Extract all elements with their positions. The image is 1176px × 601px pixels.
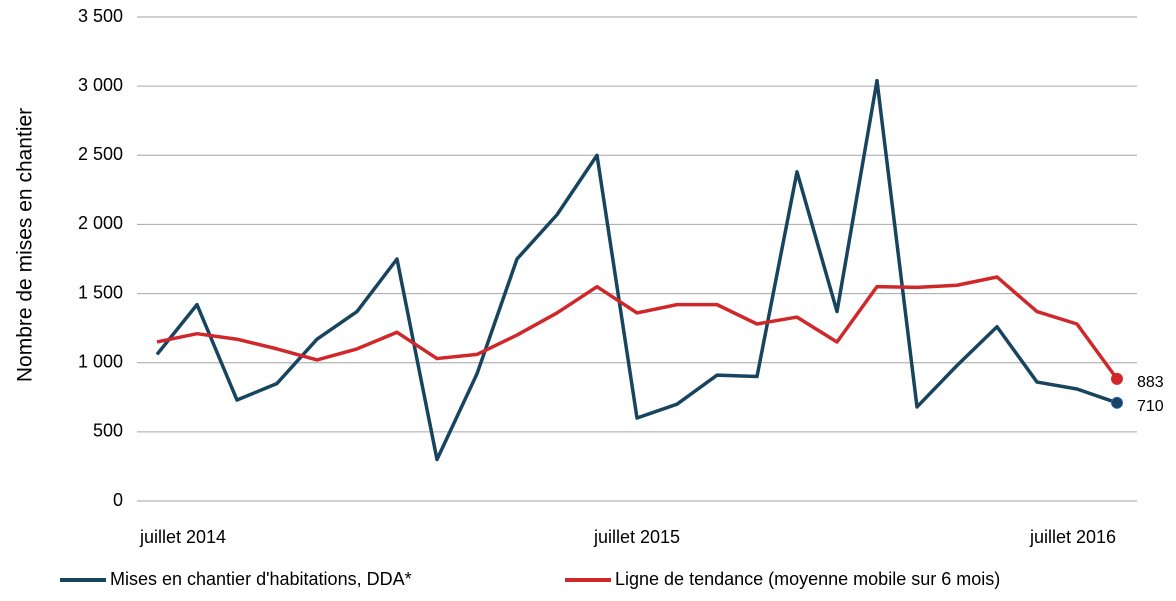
x-tick-label: juillet 2015 [593, 527, 680, 547]
series-line [155, 78, 1118, 462]
end-marker [1111, 372, 1123, 385]
end-marker [1111, 396, 1123, 409]
y-tick-label: 3 500 [78, 6, 123, 26]
data-label: 883 [1137, 374, 1164, 391]
y-tick-label: 500 [93, 421, 123, 441]
legend-label: Ligne de tendance (moyenne mobile sur 6 … [615, 569, 1000, 589]
legend-label: Mises en chantier d'habitations, DDA* [110, 569, 412, 589]
data-label: 710 [1137, 398, 1164, 415]
y-tick-label: 1 000 [78, 351, 123, 371]
y-tick-label: 1 500 [78, 282, 123, 302]
y-tick-label: 3 000 [78, 75, 123, 95]
x-tick-label: juillet 2014 [139, 527, 226, 547]
y-tick-label: 2 000 [78, 213, 123, 233]
y-tick-label: 2 500 [78, 144, 123, 164]
y-tick-label: 0 [113, 490, 123, 510]
series-line [156, 275, 1119, 380]
y-axis-label: Nombre de mises en chantier [14, 108, 37, 382]
x-tick-label: juillet 2016 [1029, 527, 1116, 547]
